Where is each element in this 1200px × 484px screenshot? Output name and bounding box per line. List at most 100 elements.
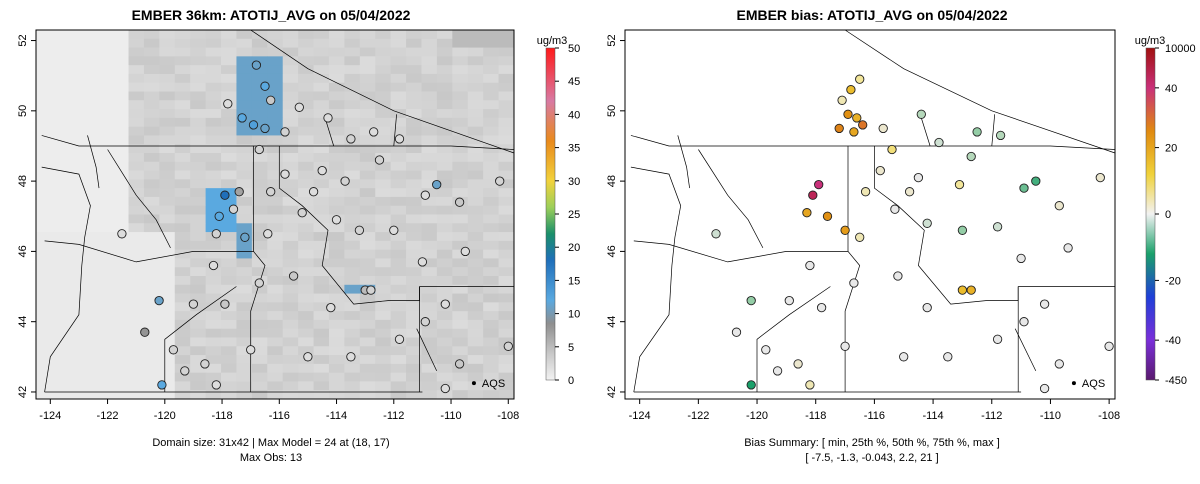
model-grid-cell xyxy=(298,328,314,338)
model-grid-cell xyxy=(159,311,176,321)
model-grid-cell xyxy=(221,91,237,101)
model-grid-cell xyxy=(452,38,469,48)
model-grid-cell xyxy=(467,372,484,382)
model-grid-cell xyxy=(267,47,284,57)
observation-point xyxy=(366,285,376,295)
observation-point xyxy=(266,187,276,197)
model-grid-cell xyxy=(390,249,407,259)
model-grid-cell xyxy=(359,109,376,119)
model-grid-cell xyxy=(190,38,207,48)
model-grid-cell xyxy=(159,56,176,66)
model-grid-cell xyxy=(421,188,438,198)
y-tick-label: 48 xyxy=(17,175,29,187)
model-grid-cell xyxy=(205,47,222,57)
model-grid-cell xyxy=(82,135,99,145)
observation-point xyxy=(340,176,350,186)
model-grid-cell xyxy=(221,65,237,75)
model-grid-cell xyxy=(498,372,515,382)
model-grid-cell xyxy=(406,276,422,286)
model-grid-cell xyxy=(236,328,253,338)
right-y-axis: 42 44 46 48 50 52 xyxy=(606,34,625,398)
model-grid-cell xyxy=(436,30,453,40)
observation-point xyxy=(995,130,1006,141)
observation-point xyxy=(208,260,219,271)
observation-point xyxy=(260,123,270,134)
model-grid-cell xyxy=(359,144,376,154)
model-grid-cell xyxy=(375,249,392,259)
model-grid-cell xyxy=(143,91,160,101)
right-map-boundaries: AQS xyxy=(630,29,1116,393)
model-grid-cell xyxy=(267,337,284,347)
model-grid-cell xyxy=(97,381,114,391)
model-grid-cell xyxy=(298,65,314,75)
observation-point xyxy=(303,352,313,362)
model-grid-cell xyxy=(328,65,345,75)
model-grid-cell xyxy=(483,240,499,251)
model-grid-cell xyxy=(452,302,469,312)
model-grid-cell xyxy=(174,205,191,215)
model-grid-cell xyxy=(221,372,237,382)
model-grid-cell xyxy=(174,381,191,391)
model-grid-cell xyxy=(97,284,114,294)
model-grid-cell xyxy=(467,293,484,303)
model-grid-cell xyxy=(174,100,191,110)
model-grid-cell xyxy=(282,188,299,198)
model-grid-cell xyxy=(313,337,330,347)
model-grid-cell xyxy=(174,284,191,294)
model-grid-cell xyxy=(328,232,345,242)
model-grid-cell xyxy=(66,249,83,259)
model-grid-cell xyxy=(159,82,176,92)
model-grid-cell xyxy=(390,82,407,92)
model-grid-cell xyxy=(421,205,438,215)
model-grid-cell xyxy=(174,65,191,75)
model-grid-cell xyxy=(375,319,392,330)
model-grid-cell xyxy=(421,126,438,136)
model-grid-cell xyxy=(313,276,330,286)
model-grid-cell xyxy=(236,249,253,259)
model-grid-cell xyxy=(344,126,361,136)
observation-point xyxy=(1019,183,1029,193)
model-grid-cell xyxy=(143,372,160,382)
model-grid-cell xyxy=(282,82,299,92)
model-grid-cell xyxy=(143,346,160,356)
model-grid-cell xyxy=(236,337,253,347)
model-grid-cell xyxy=(159,188,176,198)
model-grid-cell xyxy=(452,144,469,154)
model-grid-cell xyxy=(205,65,222,75)
model-grid-cell xyxy=(406,179,422,189)
model-grid-cell xyxy=(174,196,191,207)
model-grid-cell xyxy=(498,153,515,163)
model-grid-cell xyxy=(113,56,129,66)
model-grid-cell xyxy=(313,117,330,128)
model-grid-cell xyxy=(328,258,345,268)
model-grid-cell xyxy=(113,381,129,391)
model-grid-cell xyxy=(406,38,422,48)
model-grid-cell xyxy=(421,319,438,330)
observation-point xyxy=(346,134,356,144)
model-grid-cell xyxy=(159,328,176,338)
model-grid-cell xyxy=(66,126,83,136)
model-grid-cell xyxy=(251,267,268,277)
observation-point xyxy=(855,74,865,84)
model-grid-cell xyxy=(36,153,52,163)
model-grid-cell xyxy=(66,372,83,382)
model-grid-cell xyxy=(251,47,268,57)
model-grid-cell xyxy=(375,100,392,110)
model-grid-cell xyxy=(267,126,284,136)
model-grid-cell xyxy=(298,91,314,101)
model-grid-cell xyxy=(174,188,191,198)
model-grid-cell xyxy=(344,240,361,251)
model-grid-cell xyxy=(282,355,299,365)
model-grid-cell xyxy=(390,91,407,101)
observation-point xyxy=(1095,172,1105,183)
model-grid-cell xyxy=(375,30,392,40)
model-grid-cell xyxy=(267,223,284,233)
model-grid-cell xyxy=(298,196,314,207)
model-grid-cell xyxy=(344,381,361,391)
model-grid-cell xyxy=(205,311,222,321)
model-grid-cell xyxy=(236,346,253,356)
model-grid-cell xyxy=(82,91,99,101)
model-grid-cell xyxy=(498,302,515,312)
model-grid-cell xyxy=(159,30,176,40)
model-grid-cell xyxy=(143,223,160,233)
